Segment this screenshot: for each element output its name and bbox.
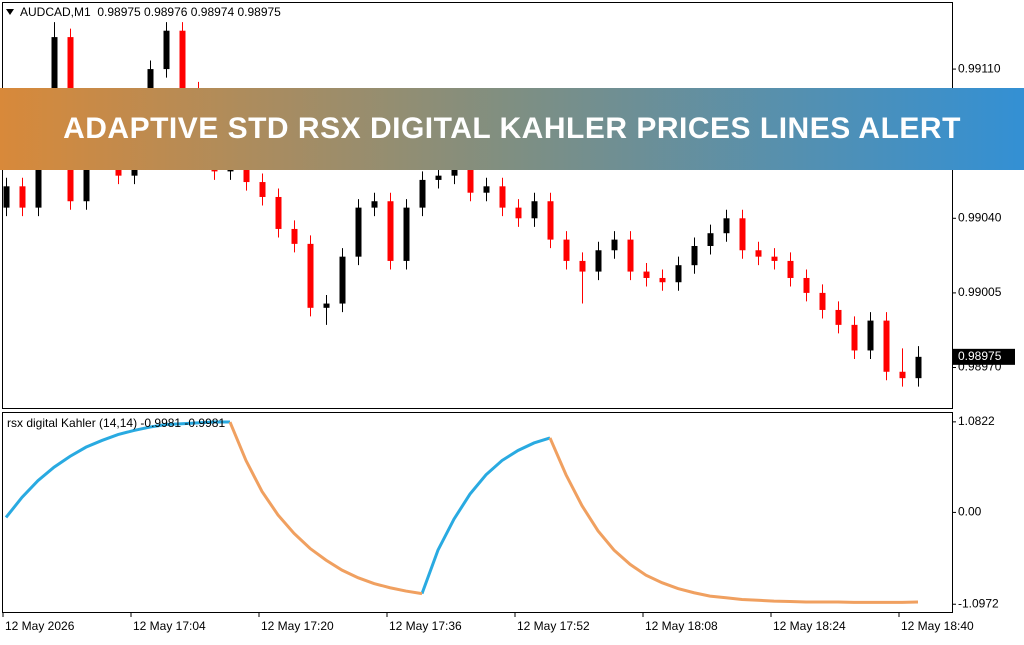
candle-body: [675, 265, 682, 283]
candle-body: [435, 175, 442, 180]
candle-body: [835, 309, 842, 325]
candle-body: [307, 243, 314, 308]
candle-body: [179, 30, 186, 91]
y-tick-label: 0.99040: [958, 210, 1002, 224]
indicator-line: [228, 421, 423, 596]
candle-body: [419, 179, 426, 208]
candle-body: [659, 277, 666, 283]
candle-body: [739, 218, 746, 251]
candle-body: [259, 182, 266, 197]
indicator-line: [420, 436, 551, 595]
candle-body: [707, 233, 714, 246]
y-tick-label: -1.0972: [958, 596, 999, 610]
x-tick-label: 12 May 17:52: [517, 619, 590, 633]
candle-body: [51, 37, 58, 123]
candle-body: [579, 260, 586, 272]
candle-body: [531, 201, 538, 219]
y-tick-label: 0.00: [958, 505, 982, 519]
candle-body: [483, 186, 490, 193]
candle-body: [819, 292, 826, 310]
candle-body: [163, 30, 170, 70]
candle-body: [355, 207, 362, 257]
x-tick-label: 12 May 18:40: [901, 619, 974, 633]
candle-body: [3, 186, 10, 208]
candle-body: [291, 228, 298, 244]
candle-body: [515, 207, 522, 219]
candle-body: [691, 246, 698, 266]
candle-body: [755, 250, 762, 257]
candle-body: [323, 303, 330, 308]
candle-body: [867, 320, 874, 351]
candle-body: [723, 218, 730, 234]
candle-body: [339, 256, 346, 304]
candle-body: [275, 196, 282, 229]
x-tick-label: 12 May 18:24: [773, 619, 846, 633]
candle-body: [371, 201, 378, 208]
candle-body: [451, 165, 458, 176]
indicator-line: [548, 437, 919, 604]
candle-body: [19, 186, 26, 208]
candle-body: [643, 271, 650, 278]
candle-body: [595, 250, 602, 272]
candle-body: [899, 371, 906, 379]
dropdown-arrow[interactable]: [6, 9, 14, 15]
candle-body: [467, 165, 474, 193]
candle-body: [547, 201, 554, 240]
last-price-label: 0.98975: [958, 349, 1002, 363]
main-panel: [2, 2, 953, 409]
candle-body: [611, 239, 618, 251]
candle-body: [883, 320, 890, 372]
banner-title: ADAPTIVE STD RSX DIGITAL KAHLER PRICES L…: [63, 112, 961, 145]
candle-body: [627, 239, 634, 272]
indicator-panel: [2, 412, 953, 613]
candle-body: [403, 207, 410, 261]
symbol-line: AUDCAD,M1 0.98975 0.98976 0.98974 0.9897…: [20, 5, 281, 19]
candle-body: [771, 256, 778, 261]
x-tick-label: 12 May 2026: [5, 619, 75, 633]
candle-body: [387, 201, 394, 261]
indicator-title: rsx digital Kahler (14,14) -0.9981 -0.99…: [7, 416, 225, 430]
candle-body: [499, 186, 506, 208]
candle-body: [851, 324, 858, 351]
x-tick-label: 12 May 17:04: [133, 619, 206, 633]
banner: [0, 88, 1024, 170]
x-tick-label: 12 May 17:20: [261, 619, 334, 633]
candle-body: [803, 277, 810, 293]
y-tick-label: 1.0822: [958, 414, 995, 428]
candle-body: [787, 260, 794, 278]
candle-body: [563, 239, 570, 261]
y-tick-label: 0.99005: [958, 285, 1002, 299]
x-tick-label: 12 May 17:36: [389, 619, 462, 633]
last-price-box: [953, 348, 1015, 365]
indicator-line: [4, 420, 230, 519]
y-tick-label: 0.99110: [958, 61, 1001, 75]
candle-body: [915, 356, 922, 379]
x-tick-label: 12 May 18:08: [645, 619, 718, 633]
